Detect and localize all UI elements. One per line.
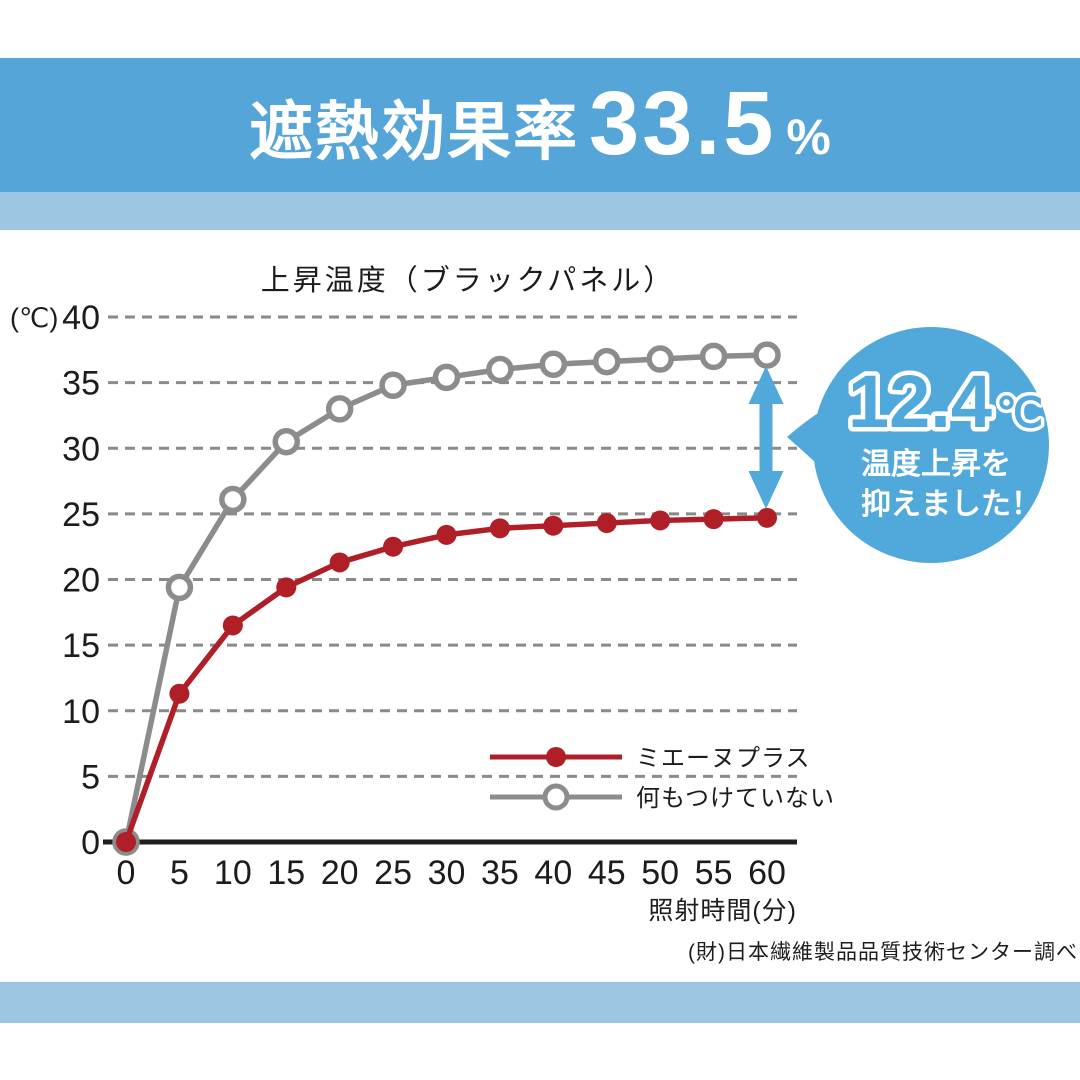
data-point-filled xyxy=(169,683,190,704)
y-tick-label: 15 xyxy=(62,627,100,665)
x-tick-label: 25 xyxy=(374,854,412,892)
data-point-filled xyxy=(596,513,617,534)
data-point-open xyxy=(753,341,781,369)
legend-label: ミエーヌプラス xyxy=(636,745,811,772)
data-point-filled xyxy=(276,577,297,598)
x-tick-label: 15 xyxy=(267,854,305,892)
legend-label: 何もつけていない xyxy=(636,785,835,812)
data-point-open xyxy=(272,427,300,456)
y-tick-label: 30 xyxy=(62,430,100,468)
page-title-value: 33.5 xyxy=(589,74,777,174)
source-credit: (財)日本繊維製品品質技術センター調べ xyxy=(688,941,1078,964)
data-point-open xyxy=(646,345,674,373)
y-tick-label: 5 xyxy=(81,758,100,796)
header-band: 遮熱効果率 33.5 % xyxy=(0,58,1080,192)
page-title-unit: % xyxy=(786,109,831,165)
x-tick-label: 5 xyxy=(170,854,189,892)
x-tick-label: 50 xyxy=(641,854,679,892)
x-tick-label: 45 xyxy=(588,854,626,892)
data-point-filled xyxy=(436,524,457,545)
data-point-open xyxy=(325,395,354,423)
y-tick-label: 0 xyxy=(81,824,100,862)
legend-marker-filled xyxy=(546,747,566,767)
y-tick-label: 20 xyxy=(62,562,100,600)
x-tick-label: 10 xyxy=(214,854,252,892)
data-point-filled xyxy=(222,615,243,636)
page-title-text: 遮熱効果率 xyxy=(249,96,580,168)
x-tick-label: 60 xyxy=(748,854,786,892)
x-tick-label: 40 xyxy=(534,854,572,892)
x-tick-label: 55 xyxy=(695,854,733,892)
y-tick-label: 25 xyxy=(62,496,100,534)
y-axis-unit-label: (℃) xyxy=(10,303,59,333)
x-tick-label: 35 xyxy=(481,854,519,892)
data-point-open xyxy=(432,363,461,392)
data-point-open xyxy=(219,485,247,514)
x-tick-label: 0 xyxy=(117,854,136,892)
data-point-open xyxy=(486,355,514,384)
callout-text-line1: 温度上昇を xyxy=(861,448,1011,481)
callout-text-line2: 抑えました！ xyxy=(861,488,1041,521)
x-tick-label: 20 xyxy=(321,854,359,892)
data-point-filled xyxy=(543,515,564,536)
y-tick-label: 35 xyxy=(62,365,100,403)
data-point-open xyxy=(165,573,194,602)
data-point-filled xyxy=(489,518,510,539)
data-point-filled xyxy=(383,536,404,557)
data-point-filled xyxy=(650,510,671,531)
data-point-open xyxy=(379,371,407,399)
difference-arrow xyxy=(748,366,784,509)
y-tick-label: 10 xyxy=(62,693,100,731)
data-point-filled xyxy=(757,507,777,528)
data-point-open xyxy=(539,350,568,378)
footer-accent-strip xyxy=(0,982,1080,1023)
x-axis-title: 照射時間(分) xyxy=(648,897,797,925)
x-tick-label: 30 xyxy=(428,854,466,892)
data-point-open xyxy=(593,347,621,376)
y-tick-label: 40 xyxy=(62,299,100,337)
data-point-filled xyxy=(329,552,350,573)
callout-bubble xyxy=(813,327,1049,563)
callout-value-unit: ℃ xyxy=(996,389,1043,436)
data-point-filled xyxy=(703,509,724,530)
callout-value: 12.4 xyxy=(848,360,992,443)
data-point-open xyxy=(699,342,728,371)
header-accent-strip xyxy=(0,192,1080,230)
legend-marker-open xyxy=(542,783,570,811)
data-point-filled xyxy=(116,832,136,852)
chart-title: 上昇温度（ブラックパネル） xyxy=(260,265,676,297)
